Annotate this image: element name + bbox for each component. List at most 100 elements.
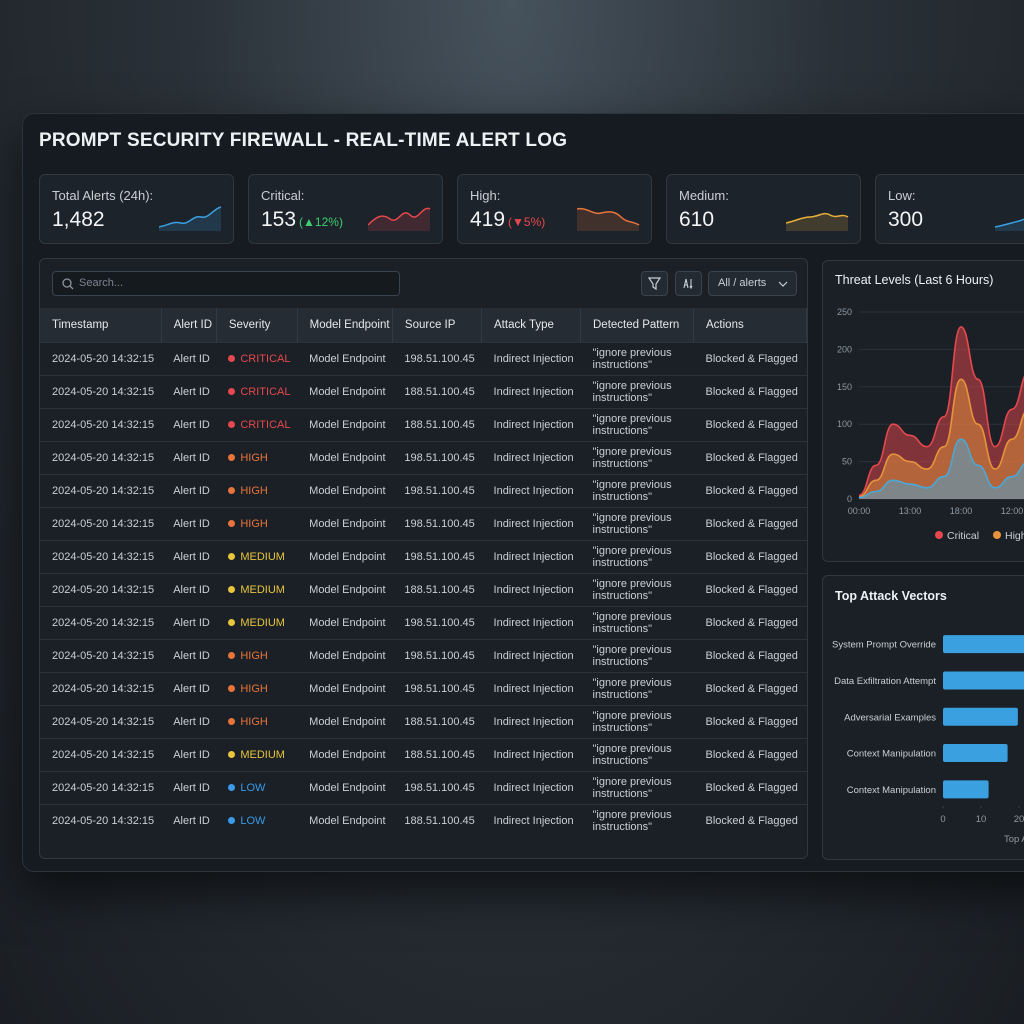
table-cell: HIGH	[216, 672, 298, 706]
table-cell: Model Endpoint	[297, 672, 393, 706]
table-row: 2024-05-20 14:32:15 Alert ID LOW Model Endp…	[40, 804, 807, 837]
table-cell: 2024-05-20 14:32:15	[40, 705, 162, 739]
table-cell: LOW	[216, 771, 298, 805]
sparkline-line	[577, 207, 640, 226]
table-cell: Indirect Injection	[481, 441, 581, 475]
alerts-filter-dropdown[interactable]: All / alerts	[708, 271, 797, 296]
table-cell: Indirect Injection	[481, 771, 581, 805]
table-row: 2024-05-20 14:32:15 Alert ID CRITICAL Model…	[40, 375, 807, 409]
table-cell: Model Endpoint	[297, 342, 393, 376]
legend-marker	[993, 531, 1001, 539]
table-cell: Alert ID	[161, 771, 217, 805]
table-cell: Alert ID	[161, 606, 217, 640]
table-cell: 198.51.100.45	[392, 507, 482, 541]
column-header: Source IP	[392, 308, 483, 343]
severity-label: LOW	[240, 815, 266, 827]
y-tick-label: 50	[842, 457, 852, 467]
table-cell: Blocked & Flagged	[693, 738, 807, 772]
table-cell: Blocked & Flagged	[693, 672, 807, 706]
table-cell: Alert ID	[161, 375, 217, 409]
table-cell: Model Endpoint	[297, 771, 393, 805]
kpi-number: 610	[679, 208, 715, 231]
table-cell: "ignore previous instructions"	[580, 441, 694, 475]
table-cell: Blocked & Flagged	[693, 540, 807, 574]
kpi-number: 300	[888, 208, 924, 231]
sparkline-area	[577, 208, 639, 231]
table-cell: Blocked & Flagged	[693, 606, 807, 640]
table-cell: 188.51.100.45	[392, 804, 482, 837]
severity-dot	[228, 388, 236, 395]
table-row: 2024-05-20 14:32:15 Alert ID HIGH Model End…	[40, 474, 807, 508]
kpi-label: Medium:	[679, 188, 729, 203]
bar	[943, 744, 1008, 763]
severity-label: MEDIUM	[240, 551, 285, 563]
table-cell: Model Endpoint	[297, 375, 393, 409]
table-cell: Blocked & Flagged	[693, 375, 807, 409]
table-cell: "ignore previous instructions"	[580, 375, 694, 409]
severity-dot	[228, 751, 236, 758]
search-placeholder: Search...	[79, 277, 124, 289]
column-header: Attack Type	[481, 308, 581, 343]
bar-label: System Prompt Override	[832, 640, 936, 651]
table-cell: 2024-05-20 14:32:15	[40, 540, 162, 574]
table-cell: 188.51.100.45	[392, 375, 482, 409]
severity-label: MEDIUM	[240, 584, 285, 596]
x-tick-label: 18:00	[950, 506, 973, 516]
table-cell: 188.51.100.45	[392, 705, 482, 739]
table-cell: CRITICAL	[216, 408, 298, 442]
kpi-label: High:	[470, 188, 501, 203]
kpi-number: 1,482	[52, 208, 105, 231]
threat-levels-panel: Threat Levels (Last 6 Hours) 0 50 100 150 200…	[822, 260, 1024, 562]
table-row: 2024-05-20 14:32:15 Alert ID HIGH Model End…	[40, 507, 807, 541]
table-cell: Alert ID	[161, 705, 217, 739]
sparkline-area	[159, 207, 221, 231]
table-cell: "ignore previous instructions"	[580, 408, 694, 442]
table-cell: 2024-05-20 14:32:15	[40, 573, 162, 607]
table-cell: 2024-05-20 14:32:15	[40, 672, 162, 706]
table-cell: Model Endpoint	[297, 474, 393, 508]
filter-button[interactable]	[641, 271, 668, 296]
table-cell: 2024-05-20 14:32:15	[40, 738, 162, 772]
table-cell: MEDIUM	[216, 540, 298, 574]
column-header: Actions	[693, 308, 807, 343]
search-box[interactable]: Search...	[52, 271, 400, 296]
table-cell: 2024-05-20 14:32:15	[40, 342, 162, 376]
table-cell: "ignore previous instructions"	[580, 606, 694, 640]
table-cell: 188.51.100.45	[392, 738, 482, 772]
x-tick-label: 0	[940, 814, 945, 825]
table-cell: 188.51.100.45	[392, 408, 482, 442]
table-cell: HIGH	[216, 507, 298, 541]
table-cell: MEDIUM	[216, 573, 298, 607]
legend-label: Critical	[947, 530, 979, 542]
table-row: 2024-05-20 14:32:15 Alert ID MEDIUM Model E…	[40, 573, 807, 607]
sparkline-line	[159, 206, 222, 228]
severity-label: MEDIUM	[240, 749, 285, 761]
table-cell: Blocked & Flagged	[693, 408, 807, 442]
severity-dot	[228, 553, 236, 560]
sparkline-line	[368, 207, 431, 226]
sort-button[interactable]	[675, 271, 702, 296]
table-cell: Blocked & Flagged	[693, 639, 807, 673]
table-cell: Blocked & Flagged	[693, 804, 807, 837]
table-cell: Indirect Injection	[481, 606, 581, 640]
y-tick-label: 200	[837, 344, 852, 354]
kpi-label: Low:	[888, 188, 916, 203]
table-cell: Indirect Injection	[481, 738, 581, 772]
table-cell: Model Endpoint	[297, 441, 393, 475]
y-tick-label: 0	[847, 494, 852, 504]
table-row: 2024-05-20 14:32:15 Alert ID LOW Model Endp…	[40, 771, 807, 805]
table-cell: Indirect Injection	[481, 375, 581, 409]
bar	[943, 707, 1018, 726]
kpi-change: (▲12%)	[299, 215, 343, 229]
table-cell: "ignore previous instructions"	[580, 705, 694, 739]
table-cell: Model Endpoint	[297, 804, 393, 837]
table-cell: "ignore previous instructions"	[580, 540, 694, 574]
table-cell: Indirect Injection	[481, 672, 581, 706]
table-cell: Model Endpoint	[297, 639, 393, 673]
search-icon	[62, 278, 74, 290]
table-row: 2024-05-20 14:32:15 Alert ID HIGH Model End…	[40, 441, 807, 475]
table-cell: Alert ID	[161, 804, 217, 837]
severity-label: HIGH	[240, 452, 268, 464]
bar	[943, 671, 1024, 690]
column-header: Model Endpoint	[297, 308, 393, 343]
